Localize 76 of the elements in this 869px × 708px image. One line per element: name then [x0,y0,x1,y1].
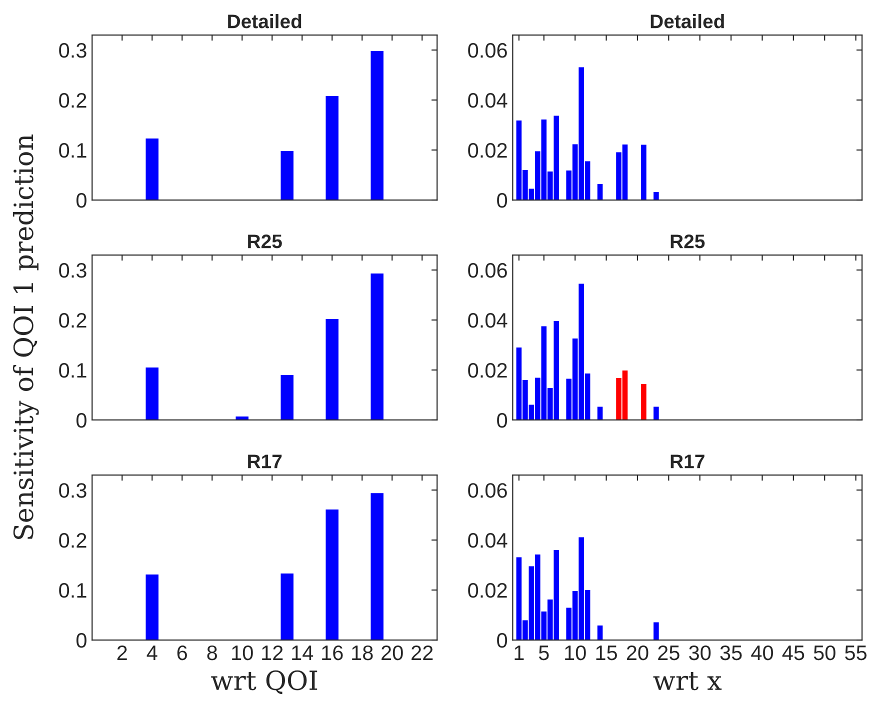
bar [280,151,294,200]
bar [280,374,294,420]
x-tick-label: 1 [514,646,524,660]
y-tick-label: 0.3 [59,43,86,58]
y-tick-label: 0.02 [468,363,507,378]
bar [654,192,659,200]
chart-title: Detailed [228,14,302,28]
x-tick-label: 30 [689,645,711,660]
y-tick-label: 0.06 [468,263,507,278]
x-tick-label: 35 [720,645,742,660]
y-tick-label: 0.04 [468,93,508,108]
y-tick-label: 0.3 [59,263,86,278]
x-axis-title: wrt QOI [211,670,318,694]
bar [597,184,603,200]
y-tick-label: 0.1 [59,143,86,158]
bar [326,96,338,200]
x-tick-label: 18 [352,645,373,660]
x-tick-label: 20 [626,645,648,660]
x-tick-label: 10 [565,645,586,660]
bar [597,406,603,420]
bar [146,574,158,640]
bar [654,406,659,420]
y-tick-label: 0.06 [468,43,507,58]
bar [370,51,384,200]
chart-title: R25 [248,234,282,248]
y-tick-label: 0.2 [59,93,86,108]
bar [326,510,338,640]
x-tick-label: 40 [751,645,774,660]
x-tick-label: 16 [322,645,343,660]
x-tick-label: 15 [596,646,617,660]
bar [146,138,158,200]
chart-title: R17 [670,454,704,468]
x-tick-label: 12 [262,645,283,660]
bar [641,384,646,420]
x-tick-label: 55 [845,646,867,660]
x-tick-label: 20 [382,645,403,660]
bar [146,367,158,420]
y-tick-label: 0 [76,193,86,208]
x-tick-label: 6 [177,645,187,660]
y-tick-label: 0 [497,633,508,648]
bar [597,626,603,640]
x-tick-label: 14 [292,646,314,660]
y-tick-label: 0.2 [59,533,86,548]
y-tick-label: 0 [76,633,86,648]
x-tick-label: 50 [814,645,836,660]
bar [654,622,659,640]
y-tick-label: 0.1 [59,583,86,598]
chart-title: R17 [248,454,282,468]
x-tick-label: 22 [412,645,433,660]
y-tick-label: 0.04 [468,533,508,548]
y-tick-label: 0.02 [468,583,507,598]
y-tick-label: 0.1 [59,363,86,378]
y-tick-label: 0.04 [468,313,508,328]
x-tick-label: 4 [146,646,158,660]
x-tick-label: 10 [232,645,253,660]
x-tick-label: 2 [117,645,127,660]
x-tick-label: 25 [658,645,680,660]
y-tick-label: 0 [497,193,508,208]
bar [370,493,384,640]
bar [280,574,294,640]
y-tick-label: 0.3 [59,483,86,498]
x-tick-label: 8 [207,645,217,660]
chart-title: Detailed [650,14,724,28]
y-tick-label: 0.2 [59,313,86,328]
y-tick-label: 0.02 [468,143,507,158]
chart-title: R25 [670,234,705,248]
x-tick-label: 5 [538,646,549,660]
y-tick-label: 0 [497,412,508,428]
x-tick-label: 45 [782,646,804,660]
bar [370,274,384,420]
y-tick-label: 0.06 [468,483,507,498]
y-tick-label: 0 [76,412,86,428]
bar [641,144,646,200]
y-axis-title: Sensitivity of QOI 1 prediction [12,134,39,539]
x-axis-title: wrt x [653,672,722,690]
bar [326,319,338,420]
